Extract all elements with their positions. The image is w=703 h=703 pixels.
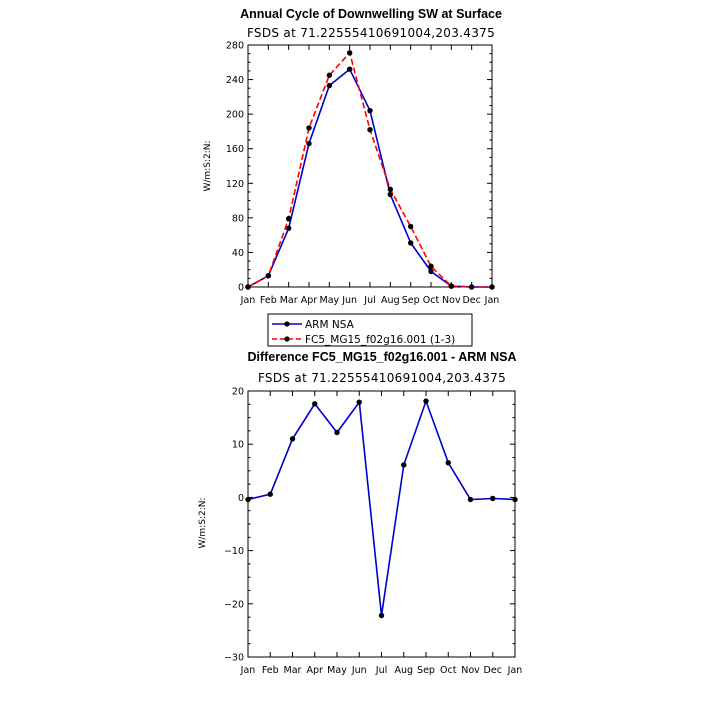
bottom-series-line-0 [247, 398, 516, 616]
top-xtick-label: Sep [402, 295, 420, 306]
top-series-point-0 [428, 268, 434, 275]
bottom-xtick-label: Mar [284, 665, 302, 676]
bottom-xtick-label: Apr [307, 665, 324, 676]
bottom-xtick-label: Oct [440, 665, 457, 676]
top-ytick-label: 0 [238, 283, 244, 294]
top-ytick-label: 200 [226, 110, 244, 121]
bottom-ytick-label: −30 [224, 653, 244, 664]
top-xtick-label: Feb [260, 295, 277, 306]
panel-top: Annual Cycle of Downwelling SW at Surfac… [203, 7, 502, 347]
top-series-line-1 [247, 51, 492, 288]
top-chart-title: Annual Cycle of Downwelling SW at Surfac… [240, 7, 502, 21]
top-series-point-1 [306, 125, 312, 131]
bottom-plot-area: −30 −20 −10 0 10 20 Jan Feb Mar Apr May Jun Jul Aug Se… [224, 387, 522, 677]
top-xtick-label: May [320, 295, 340, 306]
top-ytick-label: 240 [226, 75, 244, 86]
bottom-series-point-0 [512, 496, 518, 503]
top-xtick-label: Oct [423, 295, 440, 306]
top-xtick-label: Jan [484, 295, 500, 306]
top-ytick-label: 40 [232, 248, 244, 259]
top-series-point-0 [285, 225, 292, 231]
bottom-series-point-0 [267, 491, 273, 497]
top-chart-subtitle: FSDS at 71.22555410691004,203.4375 [247, 26, 495, 40]
top-xtick-label: Jul [363, 295, 375, 306]
top-y-axis-label: W/m:S:2:N: [203, 141, 213, 192]
bottom-series-point-0 [378, 612, 385, 619]
bottom-y-axis-label: W/m:S:2:N: [198, 498, 208, 549]
top-ytick-label: 120 [226, 179, 244, 190]
bottom-series-point-0 [289, 436, 296, 442]
top-ytick-label: 160 [226, 144, 244, 155]
top-xtick-label: Aug [381, 295, 400, 306]
bottom-xtick-label: Jan [507, 665, 523, 676]
bottom-ytick-label: 10 [232, 440, 244, 451]
top-series-point-1 [468, 284, 475, 290]
bottom-series-point-0 [423, 398, 429, 404]
bottom-series-point-0 [312, 401, 318, 407]
top-series-point-1 [326, 72, 333, 78]
top-series-point-1 [428, 263, 434, 269]
top-series-point-1 [387, 186, 394, 193]
bottom-xtick-label: Jun [351, 665, 367, 676]
bottom-series-point-0 [445, 460, 451, 466]
bottom-xtick-label: Jan [240, 665, 256, 676]
bottom-series-point-0 [401, 462, 407, 468]
panel-bottom: Difference FC5_MG15_f02g16.001 - ARM NSA… [198, 350, 522, 676]
bottom-ytick-label: −10 [224, 546, 244, 557]
top-series-point-1 [245, 284, 251, 290]
legend-box [267, 313, 473, 347]
top-series-point-1 [346, 50, 353, 56]
top-series-point-0 [326, 82, 333, 89]
bottom-series-point-0 [467, 496, 474, 503]
top-xtick-label: Dec [462, 295, 480, 306]
top-series-point-1 [489, 284, 495, 290]
top-xtick-label: Nov [442, 295, 461, 306]
legend-label-model: FC5_MG15_f02g16.001 (1-3) [305, 334, 455, 346]
bottom-series-point-0 [245, 496, 251, 503]
top-series-line-0 [247, 67, 492, 288]
top-plot-area: 0 40 80 120 160 200 240 280 Jan Feb Mar Apr May Jun Ju… [226, 41, 499, 307]
top-ytick-label: 80 [232, 213, 244, 224]
top-xtick-label: Apr [301, 295, 318, 306]
bottom-chart-subtitle: FSDS at 71.22555410691004,203.4375 [258, 371, 506, 385]
bottom-series-point-0 [356, 399, 362, 405]
top-series-point-1 [265, 273, 272, 279]
bottom-xtick-label: May [327, 665, 347, 676]
bottom-ytick-label: −20 [224, 599, 244, 610]
top-xtick-label: Jun [341, 295, 357, 306]
bottom-chart-title: Difference FC5_MG15_f02g16.001 - ARM NSA [247, 350, 516, 364]
top-series-point-0 [306, 140, 312, 147]
bottom-xtick-label: Feb [262, 665, 279, 676]
top-xtick-label: Mar [280, 295, 298, 306]
legend: ARM NSA FC5_MG15_f02g16.001 (1-3) [267, 313, 473, 347]
top-series-point-1 [285, 216, 292, 222]
top-series-point-0 [367, 107, 373, 114]
top-xtick-label: Jan [240, 295, 256, 306]
bottom-xtick-label: Dec [484, 665, 502, 676]
bottom-xtick-label: Sep [417, 665, 435, 676]
legend-marker-model [284, 336, 290, 342]
top-series-point-1 [367, 127, 373, 133]
legend-marker-arm [284, 321, 290, 327]
bottom-ytick-label: 0 [238, 493, 244, 504]
top-series-point-1 [407, 223, 414, 230]
top-series-point-0 [346, 66, 353, 72]
bottom-ytick-label: 20 [232, 387, 244, 398]
bottom-series-point-0 [334, 429, 340, 436]
legend-label-arm: ARM NSA [305, 319, 355, 331]
bottom-xtick-label: Aug [394, 665, 413, 676]
bottom-xtick-label: Jul [375, 665, 387, 676]
bottom-series-point-0 [490, 495, 496, 502]
bottom-xtick-label: Nov [461, 665, 480, 676]
top-series-point-0 [407, 240, 414, 246]
top-series-point-1 [448, 283, 455, 289]
top-plot-frame [247, 44, 493, 288]
top-ytick-label: 280 [226, 41, 244, 52]
